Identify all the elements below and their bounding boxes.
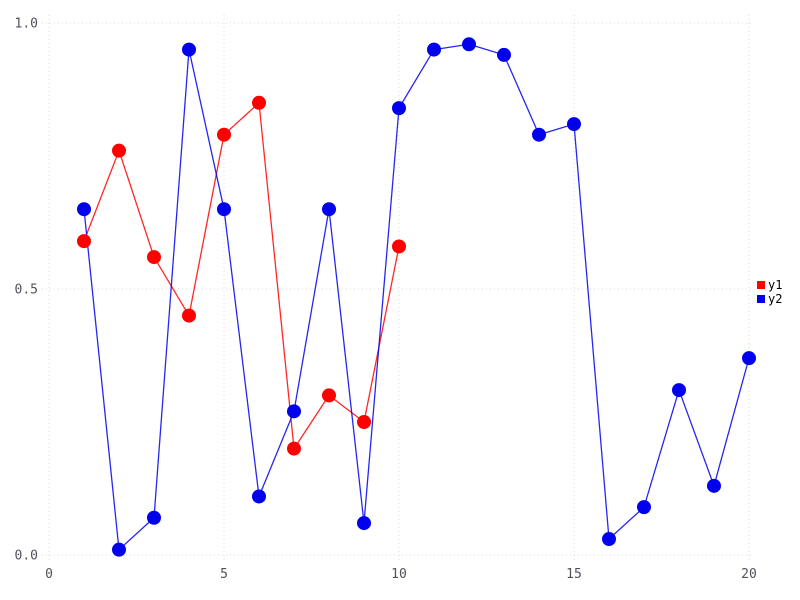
data-point-y2 <box>427 42 441 57</box>
data-point-y2 <box>462 37 476 52</box>
legend-label-y2: y2 <box>768 292 782 306</box>
legend-label-y1: y1 <box>768 278 782 292</box>
series-line-y2 <box>83 43 750 551</box>
data-point-y2 <box>497 47 511 62</box>
x-tick-label: 15 <box>566 567 582 582</box>
y-tick-label: 0.5 <box>15 283 38 298</box>
data-point-y2 <box>357 516 371 531</box>
x-tick-label: 10 <box>391 567 407 582</box>
data-point-y2 <box>287 404 301 419</box>
data-point-y2 <box>392 101 406 116</box>
series-line-y1 <box>83 102 400 450</box>
data-point-y2 <box>672 383 686 398</box>
data-point-y2 <box>532 127 546 142</box>
data-point-y2 <box>217 202 231 217</box>
data-point-y2 <box>147 510 161 525</box>
legend-swatch-y1 <box>757 281 765 289</box>
data-point-y2 <box>742 351 756 366</box>
data-point-y1 <box>217 127 231 142</box>
data-point-y1 <box>392 239 406 254</box>
data-point-y1 <box>182 308 196 323</box>
data-point-y1 <box>147 250 161 265</box>
data-point-y1 <box>252 95 266 110</box>
data-point-y2 <box>637 500 651 515</box>
data-point-y1 <box>77 234 91 249</box>
x-tick-label: 0 <box>45 567 53 582</box>
data-point-y2 <box>567 117 581 132</box>
data-point-y2 <box>77 202 91 217</box>
x-tick-label: 5 <box>220 567 228 582</box>
y-tick-label: 0.0 <box>15 549 38 564</box>
data-point-y2 <box>182 42 196 57</box>
data-point-y1 <box>287 441 301 456</box>
data-point-y2 <box>322 202 336 217</box>
legend-swatch-y2 <box>757 295 765 303</box>
data-point-y2 <box>707 478 721 493</box>
data-point-y1 <box>112 143 126 158</box>
data-point-y1 <box>322 388 336 403</box>
data-point-y2 <box>112 542 126 557</box>
x-tick-label: 20 <box>741 567 757 582</box>
y-tick-label: 1.0 <box>15 17 38 32</box>
data-point-y2 <box>602 532 616 547</box>
data-point-y2 <box>252 489 266 504</box>
data-point-y1 <box>357 415 371 429</box>
